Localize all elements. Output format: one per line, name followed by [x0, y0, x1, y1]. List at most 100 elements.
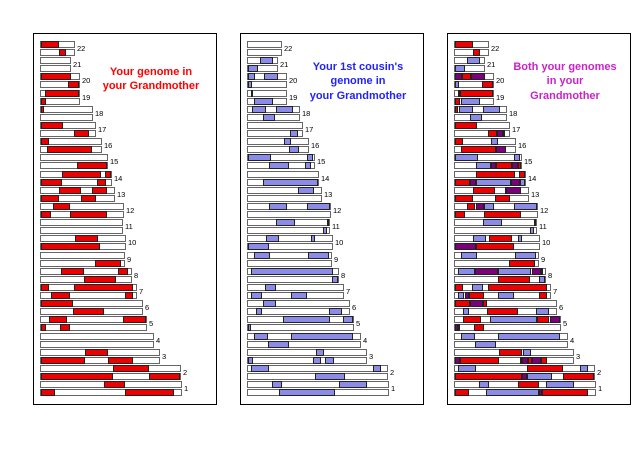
genome-segment-cousin: [466, 57, 480, 65]
genome-segment-cousin: [518, 235, 523, 243]
chromosome-22-bar-top: [40, 41, 75, 48]
chromosome-label: 2: [597, 368, 602, 377]
chromosome-label: 13: [117, 189, 126, 199]
chromosome-label: 17: [305, 125, 314, 134]
chromosome-3-bar-bottom: [40, 356, 160, 364]
chromosome-label: 15: [317, 157, 326, 167]
chromosome-11-bar-bottom: [454, 227, 537, 235]
genome-segment-cousin: [284, 138, 292, 146]
genome-segment-you: [461, 73, 471, 81]
genome-segment-cousin: [248, 356, 253, 364]
chromosome-label: 5: [356, 319, 361, 329]
genome-segment-cousin: [519, 356, 523, 364]
chromosome-6-bar-top: [247, 300, 350, 308]
chromosome-18-bar-bottom: [454, 113, 507, 121]
genome-segment-you: [463, 316, 482, 324]
chromosome-label: 3: [576, 351, 581, 361]
chromosome-13-bar-bottom: [247, 194, 322, 202]
chromosome-3-bar-bottom: [247, 356, 367, 364]
genome-segment-cousin: [268, 340, 290, 348]
chromosome-label: 9: [127, 254, 132, 264]
genome-segment-overlap: [458, 89, 461, 97]
genome-segment-cousin: [339, 381, 367, 389]
genome-segment-cousin: [307, 203, 330, 210]
chromosome-11-bar-top: [247, 219, 330, 227]
chromosome-label: 15: [110, 157, 119, 167]
genome-segment-you: [122, 316, 146, 324]
chromosome-label: 2: [390, 368, 395, 377]
genome-segment-you: [541, 389, 588, 397]
genome-segment-you: [97, 178, 107, 186]
genome-segment-you: [508, 259, 536, 267]
genome-segment-cousin: [250, 292, 263, 299]
chromosome-13-bar-bottom: [40, 194, 115, 202]
genome-segment-cousin: [455, 154, 479, 162]
chromosome-15-bar-bottom: [454, 162, 522, 170]
chromosome-3-bar-top: [454, 348, 574, 356]
genome-segment-you: [473, 49, 480, 56]
chromosome-20-bar-top: [40, 73, 80, 81]
genome-segment-overlap: [521, 373, 528, 380]
genome-segment-you: [455, 122, 477, 129]
chromosome-label: 6: [145, 303, 150, 313]
genome-segment-you: [41, 97, 46, 105]
genome-segment-you: [41, 373, 114, 380]
chromosome-15-bar-top: [40, 154, 108, 162]
chromosome-label: 18: [95, 108, 104, 118]
chromosome-label: 5: [149, 319, 154, 329]
genome-segment-you: [488, 235, 513, 243]
genome-segment-you: [455, 194, 474, 202]
genome-segment-cousin: [248, 73, 255, 81]
chromosome-label: 16: [104, 141, 113, 151]
chromosome-13-bar-top: [247, 186, 322, 194]
genome-segment-cousin: [312, 356, 322, 364]
genome-segment-cousin: [523, 348, 531, 356]
genome-segment-you: [117, 267, 129, 275]
chromosome-19-bar-top: [247, 89, 287, 97]
genome-segment-cousin: [460, 97, 480, 105]
chromosome-12-bar-bottom: [454, 211, 538, 218]
genome-segment-you: [461, 146, 496, 154]
genome-segment-cousin: [263, 300, 277, 308]
genome-segment-you: [124, 292, 134, 299]
genome-segment-cousin: [472, 284, 484, 291]
genome-segment-cousin: [253, 97, 273, 105]
chromosome-1-bar-bottom: [247, 389, 389, 397]
chromosome-label: 3: [369, 351, 374, 361]
genome-segment-cousin: [489, 316, 537, 324]
genome-segment-overlap: [512, 162, 518, 170]
chromosome-5-bar-bottom: [40, 324, 147, 332]
genome-segment-you: [44, 89, 79, 97]
genome-segment-you: [476, 243, 514, 251]
chromosome-8-bar-top: [247, 267, 339, 275]
chromosome-label: 8: [548, 270, 553, 280]
genome-segment-cousin: [324, 356, 335, 364]
chromosome-21-bar-top: [454, 57, 485, 65]
genome-segment-cousin: [311, 235, 316, 243]
chromosome-3-bar-bottom: [454, 356, 574, 364]
chromosome-label: 21: [280, 60, 289, 70]
genome-segment-you: [68, 81, 79, 89]
chromosome-label: 12: [126, 206, 135, 215]
genome-segment-cousin: [463, 308, 470, 316]
chromosome-17-bar-top: [40, 122, 96, 129]
chromosome-9-bar-top: [247, 251, 332, 259]
chromosome-label: 9: [334, 254, 339, 264]
chromosome-label: 5: [563, 319, 568, 329]
chromosome-label: 4: [363, 335, 368, 345]
chromosome-label: 13: [531, 189, 540, 199]
chromosome-2-bar-bottom: [40, 373, 181, 380]
genome-segment-cousin: [290, 130, 298, 137]
genome-segment-cousin: [373, 365, 382, 372]
genome-segment-you: [518, 381, 539, 389]
chromosome-label: 22: [77, 44, 86, 53]
genome-segment-cousin: [498, 267, 532, 275]
chromosome-2-bar-bottom: [454, 373, 595, 380]
genome-segment-you: [47, 146, 92, 154]
chromosome-11-bar-bottom: [40, 227, 123, 235]
chromosome-2-bar-top: [247, 365, 388, 372]
chromosome-label: 8: [134, 270, 139, 280]
chromosome-rows: 22 21 20 19 18 17 16 15 14 13 12 11 10 9 8 7 6 5 4 3 2 1: [241, 34, 423, 404]
chromosome-8-bar-bottom: [40, 275, 132, 283]
genome-segment-you: [92, 186, 107, 194]
